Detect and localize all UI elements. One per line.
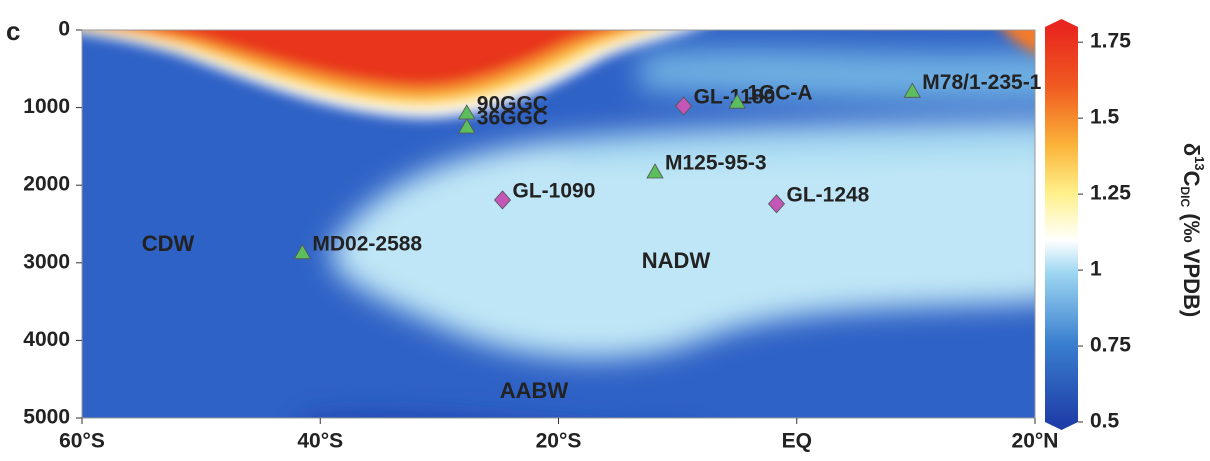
- colorbar-tick-label: 0.5: [1090, 410, 1120, 433]
- y-tick-label: 0: [58, 18, 70, 41]
- x-tick-label: 60°S: [59, 430, 105, 453]
- site-label: GL-1180: [694, 86, 776, 109]
- site-label: M78/1-235-1: [922, 71, 1041, 94]
- y-tick-label: 4000: [23, 328, 70, 351]
- x-tick-label: 20°S: [536, 430, 582, 453]
- colorbar-label: δ13CDIC (‰ VPDB): [1178, 143, 1207, 317]
- site-triangle: [293, 243, 312, 260]
- colorbar-tick-label: 1: [1090, 258, 1102, 281]
- colorbar-tick-label: 1.75: [1090, 30, 1131, 53]
- water-mass-label: NADW: [642, 248, 711, 273]
- y-tick-label: 2000: [23, 173, 70, 196]
- colorbar-label-part: (‰ VPDB): [1179, 207, 1204, 317]
- y-tick-label: 5000: [23, 406, 70, 429]
- colorbar-cap: [1045, 422, 1078, 430]
- colorbar-label-part: 13: [1192, 156, 1207, 170]
- site-diamond: [767, 194, 786, 214]
- x-tick-label: 40°S: [297, 430, 343, 453]
- colorbar-cap: [1045, 19, 1078, 27]
- colorbar-label-part: DIC: [1178, 187, 1192, 208]
- water-mass-label: AABW: [500, 378, 569, 403]
- colorbar: [1045, 27, 1078, 422]
- site-label: 90GGC: [477, 93, 548, 116]
- colorbar-label-part: δ: [1179, 143, 1204, 156]
- site-triangle: [903, 82, 921, 98]
- x-tick-label: 20°N: [1012, 430, 1059, 453]
- colorbar-label-part: C: [1179, 171, 1204, 187]
- site-triangle: [728, 93, 746, 109]
- site-diamond: [493, 190, 512, 210]
- site-label: MD02-2588: [312, 232, 422, 255]
- site-diamond: [675, 96, 693, 116]
- site-label: GL-1090: [513, 179, 596, 202]
- panel-label: c: [6, 16, 20, 46]
- site-triangle: [458, 118, 476, 134]
- site-label: GL-1248: [786, 183, 869, 206]
- water-mass-label: CDW: [142, 231, 195, 256]
- y-tick-label: 3000: [23, 250, 70, 273]
- colorbar-tick-label: 1.25: [1090, 182, 1131, 205]
- y-tick-label: 1000: [23, 95, 70, 118]
- colorbar-tick-label: 1.5: [1090, 106, 1120, 129]
- site-label: M125-95-3: [665, 152, 767, 175]
- site-label: 36GGC: [477, 107, 548, 130]
- x-tick-label: EQ: [782, 430, 812, 453]
- site-label: 1GC-A: [747, 82, 812, 105]
- field: [82, 30, 1035, 418]
- colorbar-tick-label: 0.75: [1090, 334, 1131, 357]
- site-triangle: [646, 163, 664, 179]
